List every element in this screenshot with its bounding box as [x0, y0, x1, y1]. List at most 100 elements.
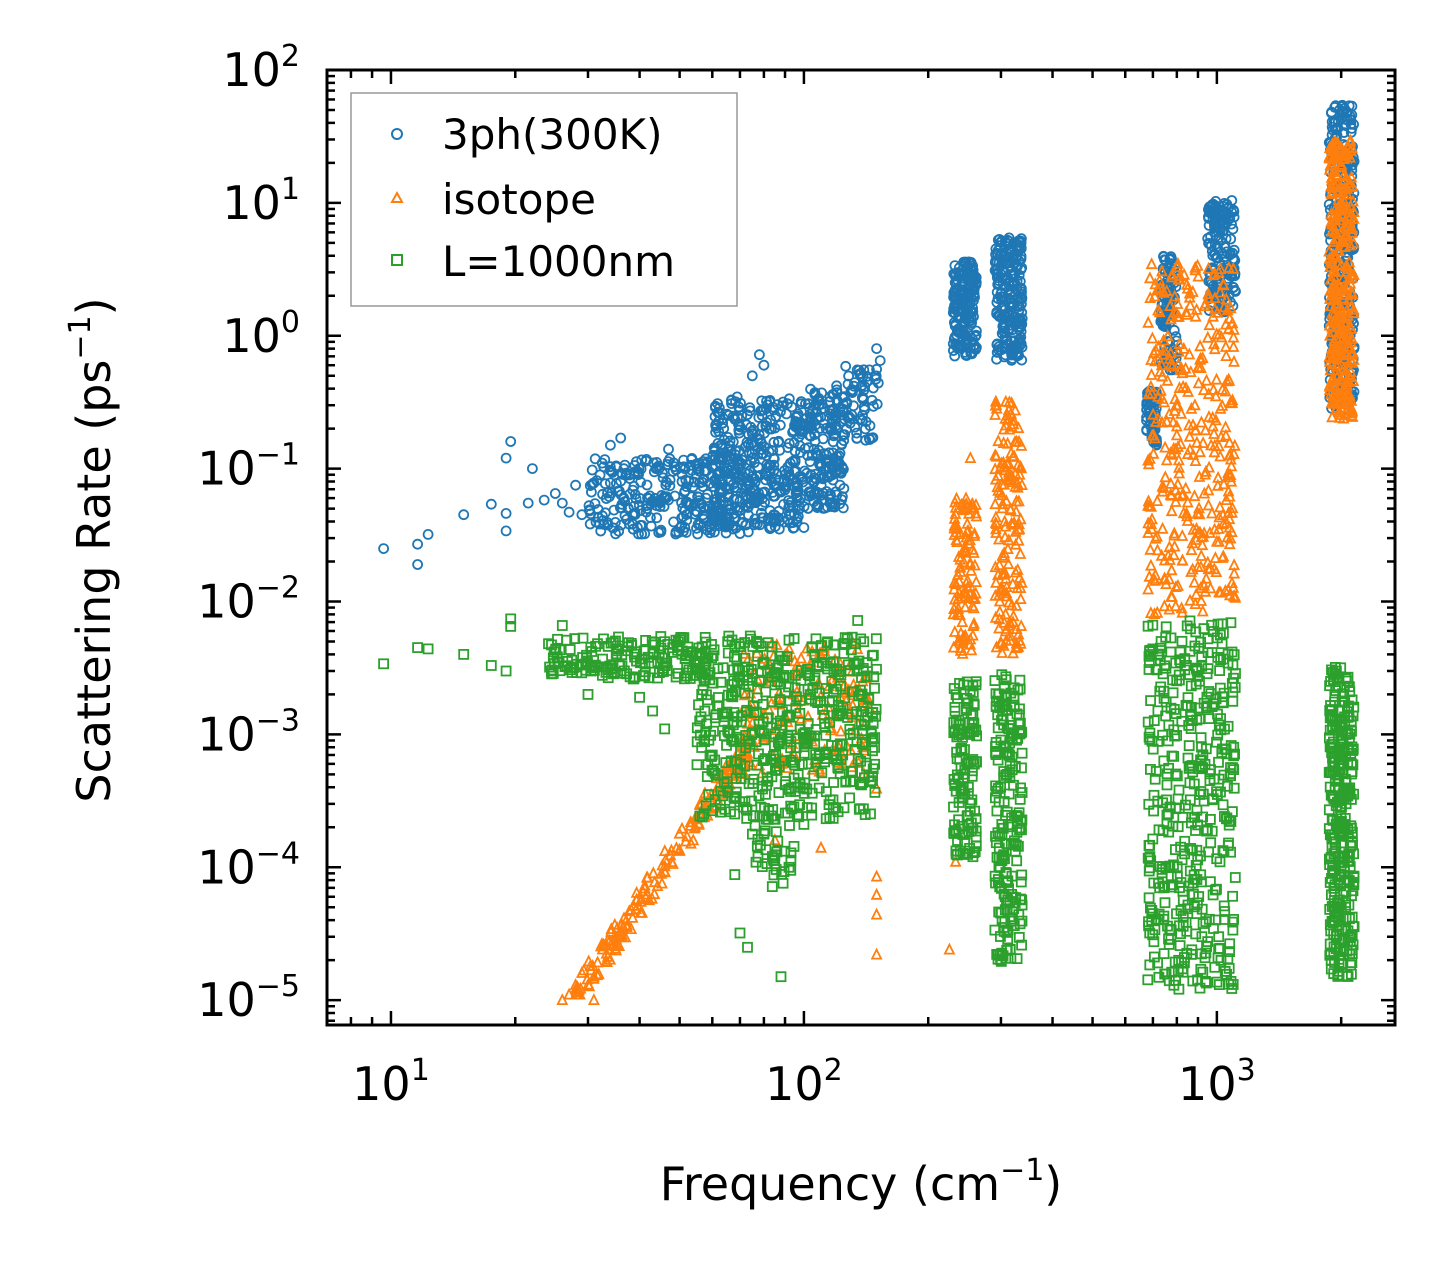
data-point [989, 924, 1001, 936]
data-point [691, 522, 702, 534]
data-point [949, 854, 962, 867]
data-point [1002, 533, 1015, 546]
data-point [871, 343, 882, 355]
data-point [1338, 387, 1351, 399]
data-point [1144, 379, 1157, 392]
data-point [754, 349, 765, 361]
data-point [665, 843, 678, 856]
data-point [587, 993, 600, 1005]
data-point [1147, 407, 1160, 420]
data-point [1224, 301, 1237, 314]
data-point [843, 411, 855, 422]
data-point [960, 530, 973, 543]
data-point [997, 584, 1010, 597]
data-point [841, 398, 852, 410]
data-point [1007, 609, 1020, 622]
data-point [1225, 459, 1238, 472]
data-point [1014, 546, 1027, 559]
data-point [636, 454, 648, 466]
data-point [821, 471, 833, 483]
data-point [1325, 345, 1338, 358]
data-point [645, 520, 657, 532]
data-point [569, 987, 582, 1000]
data-point [1223, 435, 1236, 448]
data-point [1340, 379, 1353, 392]
data-point [1013, 293, 1024, 305]
data-point [1173, 381, 1186, 393]
data-point [806, 423, 818, 435]
data-point [1346, 355, 1359, 368]
data-point [1141, 415, 1152, 426]
data-point [1226, 393, 1239, 406]
data-point [636, 520, 648, 531]
data-point [1197, 436, 1210, 448]
data-point [604, 952, 617, 965]
data-point [1329, 402, 1342, 415]
data-point [1215, 330, 1228, 343]
data-point [1176, 635, 1188, 647]
data-point [1342, 398, 1355, 411]
data-point [1213, 500, 1226, 513]
data-point [969, 586, 982, 599]
data-point [1338, 229, 1351, 242]
data-point [746, 370, 758, 382]
data-point [1166, 447, 1179, 460]
data-point [643, 493, 655, 505]
data-point [996, 235, 1008, 247]
data-point [1334, 340, 1347, 353]
data-point [1012, 421, 1025, 434]
data-point [1212, 952, 1224, 964]
data-point [651, 462, 663, 473]
data-point [692, 817, 705, 830]
data-point [1206, 419, 1219, 432]
data-point [1324, 299, 1337, 312]
data-point [953, 340, 965, 352]
data-point [1005, 419, 1018, 432]
data-point [742, 459, 753, 471]
data-point [1168, 528, 1181, 541]
data-point [867, 382, 879, 394]
data-point [1014, 636, 1027, 649]
data-point [1168, 539, 1181, 552]
data-point [795, 398, 807, 410]
data-point [1209, 551, 1222, 563]
data-point [870, 947, 883, 960]
data-point [1170, 331, 1182, 343]
data-point [1142, 494, 1155, 507]
data-point [1227, 890, 1238, 902]
data-point [961, 580, 974, 593]
data-point [756, 404, 768, 416]
data-point [616, 930, 628, 943]
data-point [1221, 303, 1234, 316]
data-point [1173, 466, 1186, 479]
data-point [754, 491, 765, 503]
data-point [989, 407, 1002, 420]
data-point [599, 478, 611, 490]
data-point [1151, 282, 1164, 295]
data-point [607, 467, 618, 478]
data-point [743, 447, 755, 459]
data-point [1344, 199, 1357, 212]
data-point [1217, 549, 1230, 562]
data-point [648, 887, 661, 900]
data-point [1214, 214, 1225, 226]
data-point [992, 434, 1005, 447]
data-point [1189, 260, 1202, 273]
data-point [1013, 467, 1026, 480]
data-point [1189, 423, 1202, 436]
data-point [952, 591, 965, 604]
data-point [616, 502, 627, 514]
data-point [714, 498, 726, 510]
data-point [800, 398, 811, 410]
data-point [1160, 621, 1172, 633]
data-point [1163, 406, 1176, 419]
data-point [764, 396, 775, 407]
data-point [1212, 470, 1225, 483]
data-point [1170, 580, 1182, 592]
data-point [1007, 615, 1019, 628]
data-point [948, 602, 960, 614]
data-point [1185, 543, 1198, 555]
data-point [959, 600, 972, 613]
data-point [1189, 454, 1202, 466]
data-point [592, 511, 604, 523]
